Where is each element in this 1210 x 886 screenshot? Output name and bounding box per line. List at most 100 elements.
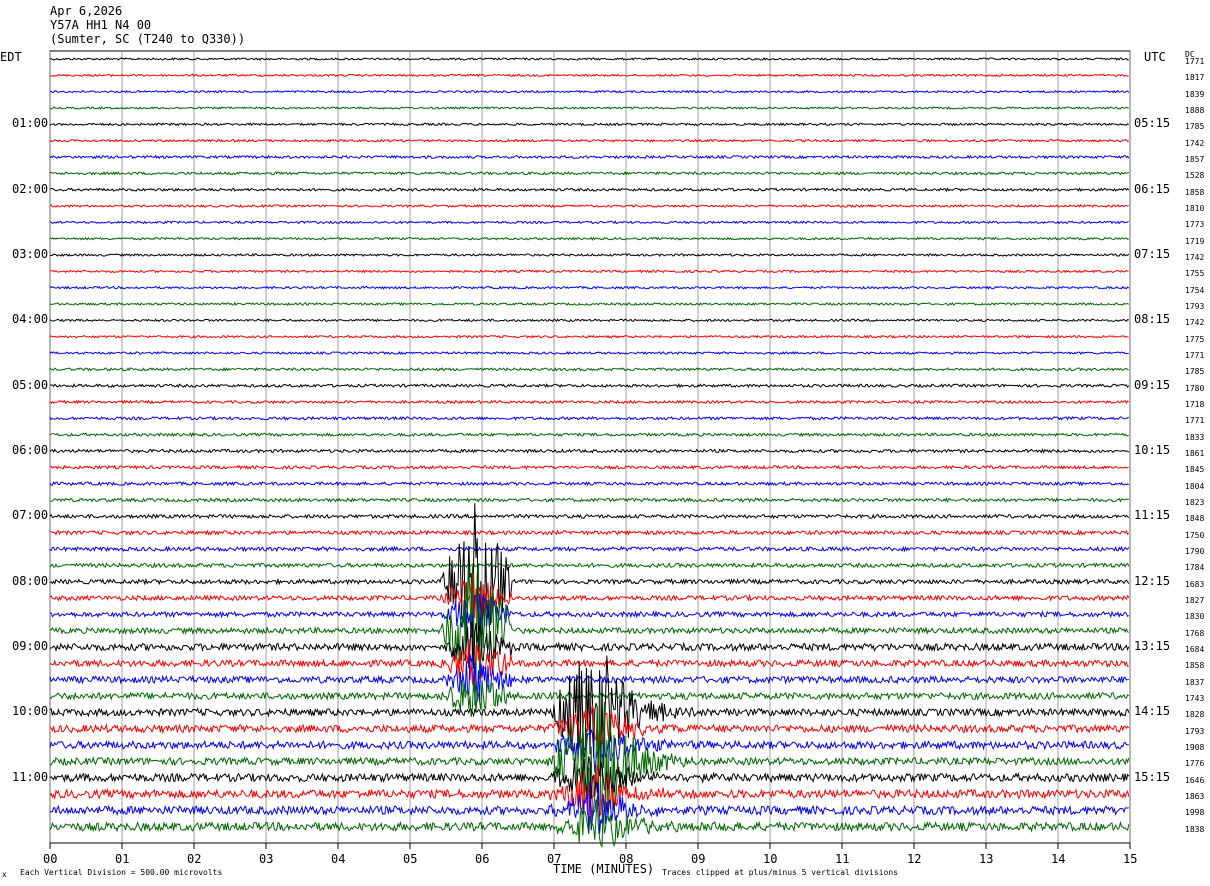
dc-offset: 1780 bbox=[1185, 383, 1205, 393]
dc-offset: 1998 bbox=[1185, 808, 1205, 818]
hour-label-left: 10:00 bbox=[12, 704, 49, 719]
dc-offset: 1858 bbox=[1185, 661, 1205, 671]
dc-offset: 1839 bbox=[1185, 89, 1205, 99]
x-tick-label: 00 bbox=[43, 852, 58, 866]
dc-offset: 1810 bbox=[1185, 204, 1205, 213]
dc-offset: 1773 bbox=[1185, 220, 1205, 230]
dc-offset: 1768 bbox=[1185, 628, 1205, 638]
trace-line bbox=[49, 351, 1129, 356]
corner-mark: x bbox=[2, 870, 7, 879]
x-tick-label: 12 bbox=[907, 852, 922, 866]
trace-line bbox=[50, 529, 1130, 536]
trace-line bbox=[49, 399, 1130, 405]
footer-clip-note: Traces clipped at plus/minus 5 vertical … bbox=[662, 868, 899, 877]
x-tick-label: 01 bbox=[115, 852, 130, 866]
trace-line bbox=[49, 653, 1129, 703]
hour-label-left: 01:00 bbox=[12, 116, 49, 131]
dc-offset: 1750 bbox=[1185, 530, 1205, 540]
trace-line bbox=[49, 756, 1130, 800]
dc-offset: 1528 bbox=[1185, 171, 1205, 181]
dc-offset: 1790 bbox=[1185, 547, 1205, 556]
trace-line bbox=[49, 301, 1130, 307]
hour-label-left: 03:00 bbox=[12, 247, 49, 261]
trace-line bbox=[49, 572, 1130, 620]
trace-line bbox=[49, 57, 1129, 61]
x-tick-label: 10 bbox=[763, 852, 778, 866]
hour-label-left: 04:00 bbox=[12, 312, 49, 327]
trace-line bbox=[49, 561, 1130, 569]
dc-offset: 1719 bbox=[1185, 236, 1205, 246]
x-tick-label: 09 bbox=[691, 852, 706, 866]
trace-line bbox=[49, 503, 1130, 660]
x-tick-label: 02 bbox=[187, 852, 202, 866]
trace-line bbox=[49, 705, 1130, 747]
hour-label-right: 14:15 bbox=[1134, 704, 1171, 719]
hour-label-right: 13:15 bbox=[1134, 639, 1171, 653]
dc-offset: 1804 bbox=[1185, 481, 1205, 491]
right-timezone-label: UTC bbox=[1144, 50, 1166, 64]
trace-line bbox=[49, 203, 1129, 209]
hour-label-left: 08:00 bbox=[12, 573, 49, 588]
x-tick-label: 11 bbox=[835, 852, 850, 866]
x-tick-label: 05 bbox=[403, 852, 418, 866]
hour-label-left: 06:00 bbox=[12, 443, 49, 457]
hour-label-left: 02:00 bbox=[12, 181, 49, 196]
dc-offset: 1793 bbox=[1185, 302, 1205, 311]
hour-label-right: 08:15 bbox=[1134, 312, 1171, 327]
dc-offset: 1771 bbox=[1185, 416, 1205, 426]
trace-line bbox=[49, 432, 1130, 438]
dc-offset: 1793 bbox=[1185, 726, 1205, 736]
dc-offset: 1828 bbox=[1185, 710, 1205, 720]
dc-offset: 1776 bbox=[1185, 759, 1205, 769]
dc-header-label: DC bbox=[1185, 50, 1195, 59]
footer-scale-note: Each Vertical Division = 500.00 microvol… bbox=[20, 868, 223, 877]
x-tick-label: 03 bbox=[259, 852, 274, 866]
hour-label-right: 11:15 bbox=[1134, 508, 1171, 523]
dc-offset: 1861 bbox=[1185, 449, 1205, 458]
dc-offset: 1742 bbox=[1185, 253, 1205, 262]
trace-line bbox=[49, 89, 1130, 94]
trace-line bbox=[49, 562, 1130, 706]
trace-line bbox=[49, 513, 1130, 520]
dc-offset: 1718 bbox=[1185, 400, 1205, 409]
trace-line bbox=[49, 138, 1130, 143]
dc-offset: 1857 bbox=[1185, 155, 1205, 164]
trace-line bbox=[49, 334, 1129, 339]
dc-offset: 1646 bbox=[1185, 775, 1205, 785]
dc-offset: 1742 bbox=[1185, 138, 1205, 148]
dc-offset: 1823 bbox=[1185, 498, 1205, 507]
x-axis-label: TIME (MINUTES) bbox=[553, 862, 655, 876]
dc-offset: 1845 bbox=[1185, 465, 1205, 475]
x-tick-label: 15 bbox=[1123, 852, 1138, 866]
dc-offset: 1771 bbox=[1185, 351, 1205, 360]
trace-line bbox=[49, 154, 1130, 160]
hour-label-left: 09:00 bbox=[12, 639, 49, 653]
trace-line bbox=[49, 796, 1130, 848]
trace-line bbox=[49, 464, 1129, 471]
hour-label-right: 09:15 bbox=[1134, 377, 1171, 392]
trace-line bbox=[49, 545, 1130, 553]
dc-offset: 1838 bbox=[1185, 824, 1205, 834]
dc-offset: 1785 bbox=[1185, 122, 1205, 132]
x-tick-label: 08 bbox=[619, 852, 634, 866]
dc-offset: 1742 bbox=[1185, 318, 1205, 328]
trace-line bbox=[49, 318, 1130, 323]
dc-offset: 1827 bbox=[1185, 596, 1205, 605]
trace-line bbox=[49, 366, 1129, 372]
trace-line bbox=[49, 236, 1130, 241]
trace-line bbox=[49, 269, 1129, 274]
trace-line bbox=[49, 448, 1130, 454]
header-date: Apr 6,2026 bbox=[50, 4, 123, 18]
dc-offset: 1743 bbox=[1185, 694, 1205, 703]
trace-line bbox=[49, 729, 1129, 773]
trace-line bbox=[49, 106, 1129, 110]
dc-offset: 1775 bbox=[1185, 334, 1205, 344]
x-tick-label: 04 bbox=[331, 852, 346, 866]
left-timezone-label: EDT bbox=[0, 50, 22, 64]
dc-offset: 1771 bbox=[1185, 57, 1205, 66]
dc-offset: 1683 bbox=[1185, 579, 1205, 589]
dc-offset: 1833 bbox=[1185, 432, 1205, 442]
dc-offset: 1848 bbox=[1185, 514, 1205, 524]
hour-label-right: 07:15 bbox=[1134, 247, 1171, 261]
